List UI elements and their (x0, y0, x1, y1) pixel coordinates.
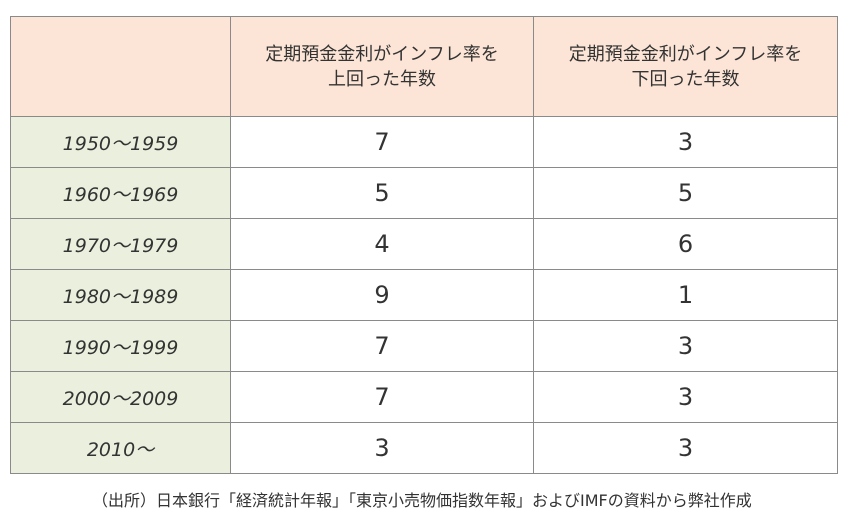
period-cell: 1970～1979 (10, 218, 231, 270)
above-count-cell: 9 (230, 269, 534, 321)
table-row: 1950～1959 7 3 (10, 116, 838, 168)
above-count-cell: 7 (230, 116, 534, 168)
period-cell: 1980～1989 (10, 269, 231, 321)
above-count-cell: 3 (230, 422, 534, 474)
above-count-cell: 7 (230, 320, 534, 372)
source-note: （出所）日本銀行「経済統計年報」「東京小売物価指数年報」およびIMFの資料から弊… (92, 491, 752, 510)
corner-cell (10, 16, 231, 117)
above-count-cell: 7 (230, 371, 534, 423)
below-count-cell: 1 (533, 269, 838, 321)
below-count-cell: 6 (533, 218, 838, 270)
table-row: 2010～ 3 3 (10, 422, 838, 474)
header-line: 上回った年数 (328, 68, 436, 90)
table-row: 1990～1999 7 3 (10, 320, 838, 372)
header-years-below-inflation: 定期預金金利がインフレ率を 下回った年数 (533, 16, 838, 117)
period-cell: 1990～1999 (10, 320, 231, 372)
above-count-cell: 4 (230, 218, 534, 270)
table-row: 1970～1979 4 6 (10, 218, 838, 270)
header-line: 下回った年数 (631, 68, 740, 90)
header-line: 定期預金金利がインフレ率を (568, 43, 803, 65)
period-cell: 2000～2009 (10, 371, 231, 423)
below-count-cell: 3 (533, 116, 838, 168)
period-cell: 1950～1959 (10, 116, 231, 168)
below-count-cell: 3 (533, 320, 838, 372)
period-cell: 1960～1969 (10, 167, 231, 219)
header-row: 定期預金金利がインフレ率を 上回った年数 定期預金金利がインフレ率を 下回った年… (10, 16, 838, 117)
header-line: 定期預金金利がインフレ率を (265, 43, 499, 65)
period-cell: 2010～ (10, 422, 231, 474)
table-row: 1960～1969 5 5 (10, 167, 838, 219)
above-count-cell: 5 (230, 167, 534, 219)
table-row: 2000～2009 7 3 (10, 371, 838, 423)
below-count-cell: 3 (533, 422, 838, 474)
below-count-cell: 3 (533, 371, 838, 423)
data-table: 定期預金金利がインフレ率を 上回った年数 定期預金金利がインフレ率を 下回った年… (10, 16, 838, 474)
table-row: 1980～1989 9 1 (10, 269, 838, 321)
header-years-above-inflation: 定期預金金利がインフレ率を 上回った年数 (230, 16, 534, 117)
below-count-cell: 5 (533, 167, 838, 219)
